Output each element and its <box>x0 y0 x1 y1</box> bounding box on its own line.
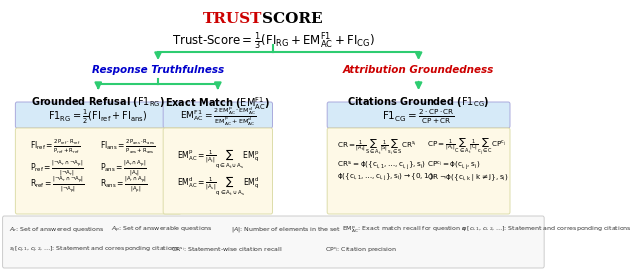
Text: Grounded Refusal ($\mathrm{F1_{RG}}$): Grounded Refusal ($\mathrm{F1_{RG}}$) <box>31 95 165 109</box>
Text: Response Truthfulness: Response Truthfulness <box>92 65 224 75</box>
Text: $\mathrm{CR^{s_i}}$: Statement-wise citation recall: $\mathrm{CR^{s_i}}$: Statement-wise cita… <box>171 245 282 254</box>
Text: $\mathrm{CR = \frac{1}{|A_t|}\sum_{S \in A_t} \frac{1}{|S|}\sum_{s_i \in S} CR^{: $\mathrm{CR = \frac{1}{|A_t|}\sum_{S \in… <box>337 138 417 157</box>
FancyBboxPatch shape <box>327 102 510 128</box>
FancyBboxPatch shape <box>3 216 544 268</box>
Text: $\mathrm{FI_{ref} = \frac{2P_{ref} \cdot R_{ref}}{P_{ref} + R_{ref}}}$: $\mathrm{FI_{ref} = \frac{2P_{ref} \cdot… <box>30 138 81 156</box>
Text: $\mathrm{CP = \frac{1}{|A_t|}\sum_{C \in A_t} \frac{1}{|C|}\sum_{c_j \in C} CP^{: $\mathrm{CP = \frac{1}{|A_t|}\sum_{C \in… <box>427 138 507 158</box>
Text: $\mathrm{CP^{c_j}}$: Citation precision: $\mathrm{CP^{c_j}}$: Citation precision <box>324 245 397 255</box>
Text: $A_r$: Set of answered questions: $A_r$: Set of answered questions <box>8 225 104 234</box>
FancyBboxPatch shape <box>163 102 273 128</box>
Text: Citations Grounded ($\mathrm{F1_{CG}}$): Citations Grounded ($\mathrm{F1_{CG}}$) <box>348 95 490 109</box>
Text: SCORE: SCORE <box>262 12 323 26</box>
Text: $\mathrm{F1_{RG} = \frac{1}{2}(FI_{ref} + FI_{ans})}$: $\mathrm{F1_{RG} = \frac{1}{2}(FI_{ref} … <box>49 108 148 126</box>
FancyBboxPatch shape <box>15 128 181 214</box>
Text: $\mathrm{F1_{CG} = \frac{2 \cdot CP \cdot CR}{CP + CR}}$: $\mathrm{F1_{CG} = \frac{2 \cdot CP \cdo… <box>382 108 455 126</box>
Text: $\mathrm{R_{ans} = \frac{|A_r \cap A_p|}{|A_p|}}$: $\mathrm{R_{ans} = \frac{|A_r \cap A_p|}… <box>100 175 148 195</box>
FancyBboxPatch shape <box>327 128 510 214</box>
Text: $s_j\,[c_{j,1},c_{j,2},\ldots]$: Statement and corresponding citations: $s_j\,[c_{j,1},c_{j,2},\ldots]$: Stateme… <box>8 245 179 255</box>
Text: $\mathrm{CR^{s_i} = \phi(\{c_{i,1},\ldots,c_{i,j}\},s_i)}$: $\mathrm{CR^{s_i} = \phi(\{c_{i,1},\ldot… <box>337 160 427 173</box>
Text: $\mathrm{FI_{ans} = \frac{2P_{ans} \cdot R_{ans}}{P_{ans} + R_{ans}}}$: $\mathrm{FI_{ans} = \frac{2P_{ans} \cdot… <box>100 138 156 156</box>
Text: $\mathrm{EM^p_{AC}}$: Exact match recall for question $q$: $\mathrm{EM^p_{AC}}$: Exact match recall… <box>342 225 467 235</box>
Text: $\mathrm{CP^{c_j} = \phi(c_{i,j},s_i)}$: $\mathrm{CP^{c_j} = \phi(c_{i,j},s_i)}$ <box>427 160 481 173</box>
Text: $\mathrm{R_{ref} = \frac{|\neg A_r \cap \neg A_p|}{|\neg A_p|}}$: $\mathrm{R_{ref} = \frac{|\neg A_r \cap … <box>30 175 84 195</box>
Text: $\mathrm{Trust\text{-}Score} = \frac{1}{3}(\mathrm{FI_{RG} + EM^{F1}_{AC} + FI_{: $\mathrm{Trust\text{-}Score} = \frac{1}{… <box>172 30 375 52</box>
Text: $|A|$: Number of elements in the set: $|A|$: Number of elements in the set <box>230 225 340 234</box>
Text: $\mathrm{P_{ans} = \frac{|A_r \cap A_p|}{|A_r|}}$: $\mathrm{P_{ans} = \frac{|A_r \cap A_p|}… <box>100 158 147 178</box>
Text: $\mathrm{EM^{F1}_{AC} = \frac{2\,EM^{p}_{AC} \cdot EM^{d}_{AC}}{EM^{p}_{AC} + EM: $\mathrm{EM^{F1}_{AC} = \frac{2\,EM^{p}_… <box>180 106 256 128</box>
Text: $\mathrm{EM^{d}_{AC} = \frac{1}{|A_s|}\sum_{q \in A_t \cup A_s} EM^d_q}$: $\mathrm{EM^{d}_{AC} = \frac{1}{|A_s|}\s… <box>177 175 259 198</box>
FancyBboxPatch shape <box>163 128 273 214</box>
Text: $\mathrm{P_{ref} = \frac{|\neg A_r \cap \neg A_p|}{|\neg A_r|}}$: $\mathrm{P_{ref} = \frac{|\neg A_r \cap … <box>30 158 84 178</box>
Text: Exact Match ($\mathrm{EM^{F1}_{AC}}$): Exact Match ($\mathrm{EM^{F1}_{AC}}$) <box>165 95 270 112</box>
Text: TRUST: TRUST <box>203 12 262 26</box>
Text: $\mathrm{\phi(\{c_{i,1},\ldots,c_{i,j}\},s_i) \rightarrow \{0,1\}}$: $\mathrm{\phi(\{c_{i,1},\ldots,c_{i,j}\}… <box>337 172 435 183</box>
Text: $\mathrm{EM^{p}_{AC} = \frac{1}{|A_t|}\sum_{q \in A_t \cup A_s} EM^p_q}$: $\mathrm{EM^{p}_{AC} = \frac{1}{|A_t|}\s… <box>177 148 259 171</box>
FancyBboxPatch shape <box>15 102 181 128</box>
Text: $A_p$: Set of answerable questions: $A_p$: Set of answerable questions <box>111 225 213 235</box>
Text: Attribution Groundedness: Attribution Groundedness <box>343 65 494 75</box>
Text: $s_i\,[c_{i,1},c_{i,2},\ldots]$: Statement and corresponding citations: $s_i\,[c_{i,1},c_{i,2},\ldots]$: Stateme… <box>461 225 632 233</box>
Text: $\mathrm{OR\;\neg\phi(\{c_{i,k} \mid k \neq j\},s_i)}$: $\mathrm{OR\;\neg\phi(\{c_{i,k} \mid k \… <box>427 172 509 183</box>
